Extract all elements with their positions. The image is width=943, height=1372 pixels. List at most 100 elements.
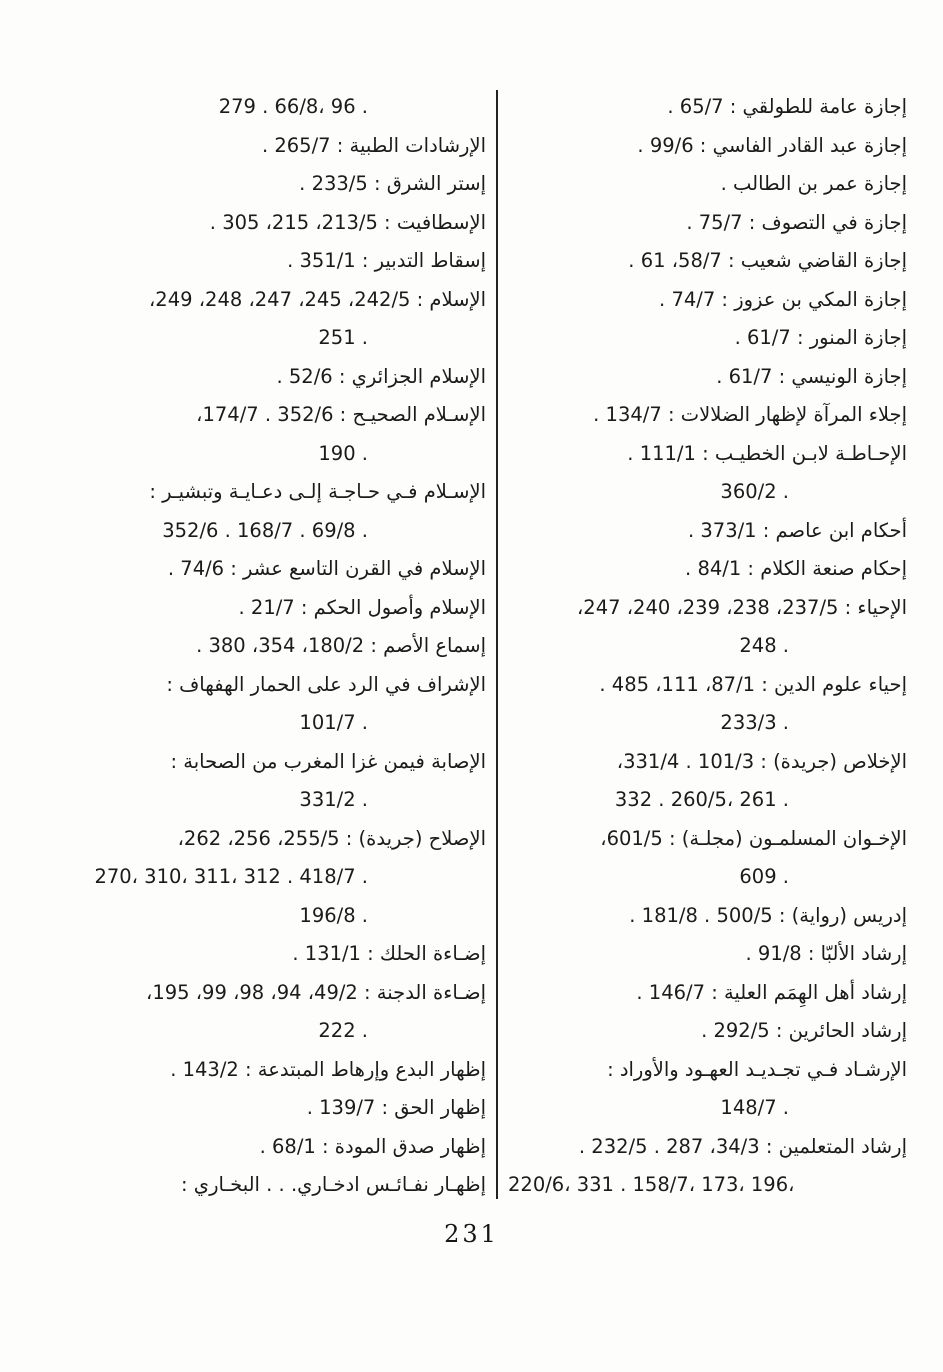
index-entry-line: إرشاد أهل الهِمَم العلية : 146/7 . xyxy=(636,980,907,1004)
index-entry-line: الإسطافيت : 213/5، 215، 305 . xyxy=(209,210,486,234)
index-entry-line: الإرشادات الطبية : 265/7 . xyxy=(261,133,486,157)
index-entry-line: إظهار الحق : 139/7 . xyxy=(306,1096,486,1119)
index-entry-line: إجازة المنور : 61/7 . xyxy=(734,326,907,349)
index-entry: إرشاد الحائرين : 292/5 . xyxy=(508,1012,907,1051)
index-column-right: إجازة عامة للطولقي : 65/7 . إجازة عبد الق… xyxy=(508,88,907,1205)
index-entry: إضـاءة الحلك : 131/1 . xyxy=(65,935,486,974)
index-entry: الإرشـاد فـي تجـديـد العهـود والأوراد : 1… xyxy=(508,1051,907,1128)
index-entry: إجازة المنور : 61/7 . xyxy=(508,319,907,358)
index-entry: إجازة الونيسي : 61/7 . xyxy=(508,358,907,397)
index-entry-line: إسقاط التدبير : 351/1 . xyxy=(287,249,486,272)
index-entry: إضـاءة الدجنة : 49/2، 94، 98، 99، 195، 22… xyxy=(65,974,486,1051)
index-columns: إجازة عامة للطولقي : 65/7 . إجازة عبد الق… xyxy=(65,88,907,1205)
page-number: 231 xyxy=(444,1220,499,1248)
index-entry: إسماع الأصم : 180/2، 354، 380 . xyxy=(65,627,486,666)
index-entry-line: إسماع الأصم : 180/2، 354، 380 . xyxy=(196,634,486,657)
index-entry-line: أحكام ابن عاصم : 373/1 . xyxy=(687,518,907,542)
index-entry: الإخـوان المسلمـون (مجلـة) : 601/5، 609 . xyxy=(508,820,907,897)
index-entry: إجازة في التصوف : 75/7 . xyxy=(508,204,907,243)
index-entry: إظهار الحق : 139/7 . xyxy=(65,1089,486,1128)
index-entry-line: الإسلام : 242/5، 245، 247، 248، 249، xyxy=(149,287,486,311)
index-entry-line: إجازة عبد القادر الفاسي : 99/6 . xyxy=(637,133,907,157)
index-entry-line: 270، 310، 311، 312 . 418/7 . xyxy=(94,865,368,888)
index-column-left: 279 . 66/8، 96 . الإرشادات الطبية : 265/7… xyxy=(65,88,486,1205)
index-entry-line: إجازة عامة للطولقي : 65/7 . xyxy=(667,95,907,118)
index-entry: إدريس (رواية) : 500/5 . 181/8 . xyxy=(508,897,907,936)
column-divider-rule xyxy=(496,90,498,1199)
index-entry-line: 222 . xyxy=(318,1019,368,1042)
index-entry: الإسـلام الصحيـح : 352/6 . 174/7، 190 . xyxy=(65,396,486,473)
index-entry: إحكام صنعة الكلام : 84/1 . xyxy=(508,550,907,589)
index-entry: إظهـار نفـائـس ادخـاري. . . البخـاري : xyxy=(65,1166,486,1205)
index-entry-line: 331/2 . xyxy=(299,788,368,811)
index-entry: إجازة المكي بن عزوز : 74/7 . xyxy=(508,281,907,320)
index-entry-line: الإسلام الجزائري : 52/6 . xyxy=(276,364,486,388)
index-entry: الإصلاح (جريدة) : 255/5، 256، 262، 270، 3… xyxy=(65,820,486,936)
index-entry-line: 148/7 . xyxy=(720,1096,789,1119)
index-entry-line: الإسلام في القرن التاسع عشر : 74/6 . xyxy=(167,557,486,580)
index-entry-line: إجازة في التصوف : 75/7 . xyxy=(686,210,907,234)
index-entry-line: 190 . xyxy=(318,441,368,465)
index-entry: إجلاء المرآة لإظهار الضلالات : 134/7 . xyxy=(508,396,907,435)
index-entry: إسقاط التدبير : 351/1 . xyxy=(65,242,486,281)
index-entry-line: الإسلام وأصول الحكم : 21/7 . xyxy=(238,595,486,619)
index-entry-line: إرشاد الحائرين : 292/5 . xyxy=(701,1019,907,1042)
index-entry-line: إظهار صدق المودة : 68/1 . xyxy=(259,1134,486,1158)
index-entry-line: 332 . 260/5، 261 . xyxy=(614,788,789,811)
index-entry-line: إحكام صنعة الكلام : 84/1 . xyxy=(685,557,907,580)
index-entry-line: إدريس (رواية) : 500/5 . 181/8 . xyxy=(629,903,907,927)
index-entry: الإسلام في القرن التاسع عشر : 74/6 . xyxy=(65,550,486,589)
index-entry-line: 251 . xyxy=(318,326,368,349)
index-entry: الإحياء : 237/5، 238، 239، 240، 247، 248 … xyxy=(508,589,907,666)
index-entry: إستر الشرق : 233/5 . xyxy=(65,165,486,204)
index-entry: إحياء علوم الدين : 87/1، 111، 485 . 233/3… xyxy=(508,666,907,743)
index-entry: الإشراف في الرد على الحمار الهفهاف : 101/… xyxy=(65,666,486,743)
index-entry: أحكام ابن عاصم : 373/1 . xyxy=(508,512,907,551)
index-entry-line: الإشراف في الرد على الحمار الهفهاف : xyxy=(166,672,486,696)
index-entry: إرشاد الألبّا : 91/8 . xyxy=(508,935,907,974)
index-entry-line: الإخـوان المسلمـون (مجلـة) : 601/5، xyxy=(600,826,907,850)
index-entry: الإحـاطـة لابـن الخطيـب : 111/1 . 360/2 . xyxy=(508,435,907,512)
index-entry-line: 220/6، 331 . 158/7، 173، 196، xyxy=(508,1173,795,1196)
index-entry: الإسطافيت : 213/5، 215، 305 . xyxy=(65,204,486,243)
index-entry-line: إحياء علوم الدين : 87/1، 111، 485 . xyxy=(599,672,907,696)
index-entry-line: 352/6 . 168/7 . 69/8 . xyxy=(162,518,368,542)
index-entry-line: 233/3 . xyxy=(720,711,789,734)
index-entry: 279 . 66/8، 96 . xyxy=(65,88,486,127)
index-entry: الإصابة فيمن غزا المغرب من الصحابة : 331/… xyxy=(65,743,486,820)
index-entry: الإسلام : 242/5، 245، 247، 248، 249، 251 … xyxy=(65,281,486,358)
index-entry: الإرشادات الطبية : 265/7 . xyxy=(65,127,486,166)
index-entry: إرشاد أهل الهِمَم العلية : 146/7 . xyxy=(508,974,907,1013)
index-entry-line: 196/8 . xyxy=(299,903,368,927)
index-entry-line: إجازة عمر بن الطالب . xyxy=(720,172,907,195)
index-entry: إظهار البدع وإرهاط المبتدعة : 143/2 . xyxy=(65,1051,486,1090)
index-entry-line: الإسـلام فـي حـاجـة إلـى دعـايـة وتبشيـر… xyxy=(149,480,486,503)
index-entry-line: إظهـار نفـائـس ادخـاري. . . البخـاري : xyxy=(181,1173,486,1196)
index-entry-line: الإصابة فيمن غزا المغرب من الصحابة : xyxy=(170,749,486,773)
index-entry: إجازة عمر بن الطالب . xyxy=(508,165,907,204)
index-entry-line: إضـاءة الدجنة : 49/2، 94، 98، 99، 195، xyxy=(146,980,486,1004)
index-entry: الإسلام وأصول الحكم : 21/7 . xyxy=(65,589,486,628)
index-entry: الإخلاص (جريدة) : 101/3 . 331/4، 332 . 26… xyxy=(508,743,907,820)
index-entry-line: الإحياء : 237/5، 238، 239، 240، 247، xyxy=(577,595,907,619)
index-entry: إجازة عبد القادر الفاسي : 99/6 . xyxy=(508,127,907,166)
index-entry: الإسلام الجزائري : 52/6 . xyxy=(65,358,486,397)
index-entry-line: إظهار البدع وإرهاط المبتدعة : 143/2 . xyxy=(170,1057,486,1081)
index-entry-line: 248 . xyxy=(739,634,789,657)
index-entry-line: 101/7 . xyxy=(299,711,368,734)
index-entry: إجازة القاضي شعيب : 58/7، 61 . xyxy=(508,242,907,281)
index-entry-line: إضـاءة الحلك : 131/1 . xyxy=(292,942,486,965)
index-entry-line: إرشاد الألبّا : 91/8 . xyxy=(745,942,907,965)
index-entry-line: 279 . 66/8، 96 . xyxy=(218,95,368,118)
index-entry-line: إجازة الونيسي : 61/7 . xyxy=(716,364,907,388)
index-entry-line: إرشاد المتعلمين : 34/3، 287 . 232/5 . xyxy=(578,1134,907,1158)
index-entry-line: الإصلاح (جريدة) : 255/5، 256، 262، xyxy=(177,826,486,850)
index-entry-line: 360/2 . xyxy=(720,480,789,503)
index-entry: إظهار صدق المودة : 68/1 . xyxy=(65,1128,486,1167)
index-entry: إجازة عامة للطولقي : 65/7 . xyxy=(508,88,907,127)
index-entry-line: الإحـاطـة لابـن الخطيـب : 111/1 . xyxy=(627,441,907,465)
index-entry-line: الإسـلام الصحيـح : 352/6 . 174/7، xyxy=(196,403,486,426)
index-entry-line: الإرشـاد فـي تجـديـد العهـود والأوراد : xyxy=(607,1057,907,1081)
index-entry-line: 609 . xyxy=(739,865,789,888)
index-entry: الإسـلام فـي حـاجـة إلـى دعـايـة وتبشيـر… xyxy=(65,473,486,550)
